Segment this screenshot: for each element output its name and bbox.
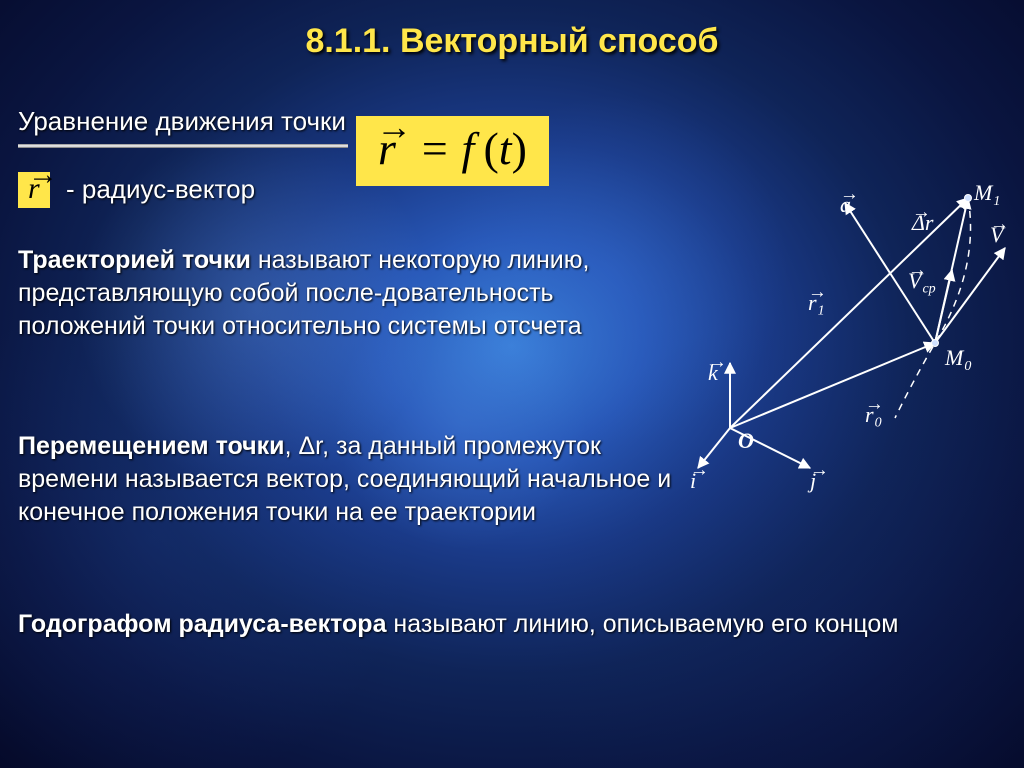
svg-text:→k: →k xyxy=(708,352,727,385)
radius-symbol-box: →r xyxy=(18,172,50,208)
svg-text:→a: →a xyxy=(840,184,859,217)
svg-text:→i: →i xyxy=(690,460,709,493)
svg-text:М0: М0 xyxy=(944,345,971,374)
svg-text:О: О xyxy=(738,428,754,453)
svg-text:М1: М1 xyxy=(973,180,1000,209)
equation-subhead: Уравнение движения точки xyxy=(18,106,346,137)
slide-title: 8.1.1. Векторный способ xyxy=(0,22,1024,61)
svg-text:→Vср: →Vср xyxy=(908,260,936,297)
svg-text:→j: →j xyxy=(807,460,829,493)
definition-hodograph: Годографом радиуса-вектора называют лини… xyxy=(18,608,998,641)
svg-text:→Δr: →Δr xyxy=(911,202,934,235)
svg-text:→V: →V xyxy=(990,214,1009,247)
svg-text:→r0: →r0 xyxy=(865,394,884,431)
underline xyxy=(18,144,348,148)
svg-text:→r1: →r1 xyxy=(808,282,827,319)
equation-box: →r = f (t) xyxy=(356,116,549,186)
radius-label: - радиус-вектор xyxy=(66,174,255,205)
vector-diagram: →i →j →k О →r0 →r1 →Δr →a →V →Vср М0 М1 xyxy=(650,168,1010,498)
definition-displacement: Перемещением точки, Δr, за данный промеж… xyxy=(18,430,678,529)
definition-trajectory: Траекторией точки называют некоторую лин… xyxy=(18,244,658,343)
